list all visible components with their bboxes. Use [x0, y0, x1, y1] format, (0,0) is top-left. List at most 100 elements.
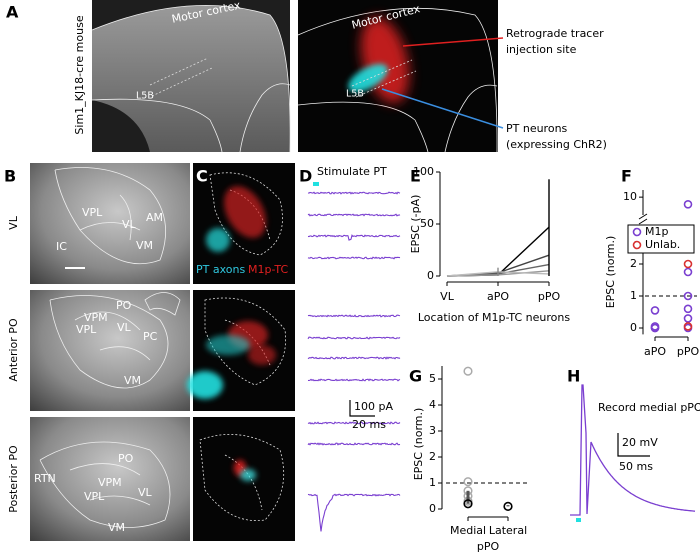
- y-axis-label: EPSC (-pA): [409, 195, 422, 254]
- data-point: [683, 267, 693, 277]
- y-tick-label: 0: [429, 502, 436, 515]
- region-label: AM: [146, 211, 163, 224]
- panel-label: C: [196, 167, 208, 186]
- region-label: PC: [143, 330, 158, 343]
- annotation-arrow: [402, 37, 504, 47]
- panel-label: H: [567, 367, 580, 386]
- panel-label: G: [409, 367, 422, 386]
- scale-bar: [617, 433, 650, 457]
- data-point: [683, 199, 693, 209]
- y-tick-label: 2: [630, 257, 637, 270]
- legend-marker: [632, 227, 642, 237]
- data-point: [463, 477, 473, 487]
- legend-label: M1p: [645, 225, 668, 238]
- mouse-line: Sim1_KJ18-cre mouse: [73, 15, 86, 134]
- region-label: VM: [124, 374, 141, 387]
- data-point: [683, 259, 693, 269]
- stimulus-marker: [313, 182, 319, 186]
- y-tick-label: 0: [630, 321, 637, 334]
- x-tick-label: pPO: [538, 290, 561, 303]
- trace: [307, 356, 401, 360]
- y-tick-label: 5: [429, 372, 436, 385]
- data-point: [650, 322, 660, 331]
- y-axis-label: EPSC (norm.): [604, 236, 617, 309]
- y-tick-label: 2: [429, 450, 436, 463]
- region-label: VPM: [84, 311, 108, 324]
- thalamus-images-fluorescence: [187, 163, 295, 541]
- legend-marker: [632, 240, 642, 250]
- data-point: [463, 366, 473, 376]
- trace: [570, 384, 696, 516]
- panel-label: D: [299, 167, 312, 186]
- brain-image-fluorescence: [297, 0, 498, 153]
- trace: [307, 421, 401, 425]
- x-tick-label: aPO: [487, 290, 509, 303]
- x-tick-label: pPO: [677, 345, 700, 358]
- panel-label: A: [6, 3, 19, 22]
- stimulus-marker: [576, 518, 581, 522]
- scale-label: 50 ms: [619, 460, 653, 473]
- brain-image-gray: [91, 0, 291, 153]
- mean-point: [463, 499, 473, 509]
- data-point: [650, 306, 660, 315]
- region-label: VPL: [76, 323, 97, 336]
- region-label: VM: [136, 239, 153, 252]
- region-label: VPL: [84, 490, 105, 503]
- panel-label: E: [410, 167, 421, 186]
- x-axis-label: pPO: [477, 540, 500, 553]
- row-label: VL: [7, 215, 20, 230]
- data-point: [683, 291, 693, 301]
- x-tick-label: Lateral: [489, 524, 527, 537]
- trace: [307, 442, 401, 446]
- row-label: Posterior PO: [7, 445, 20, 513]
- annotation-arrow: [381, 88, 504, 129]
- row-label: Anterior PO: [7, 318, 20, 382]
- trace: [307, 191, 401, 195]
- channel-label: M1p-TC: [248, 263, 289, 276]
- scale-label: 100 pA: [354, 400, 393, 413]
- y-axis-label: EPSC (norm.): [412, 408, 425, 481]
- region-label: RTN: [34, 472, 56, 485]
- mean-point: [503, 501, 513, 512]
- layer-label: L5B: [346, 89, 364, 100]
- y-tick-label: 1: [429, 476, 436, 489]
- stimulus-label: Stimulate PT: [317, 165, 387, 178]
- y-tick-label: 1: [630, 289, 637, 302]
- region-label: VPL: [82, 206, 103, 219]
- legend-label: Unlab.: [645, 238, 680, 251]
- trace: [307, 256, 401, 260]
- y-tick-label: 100: [413, 165, 434, 178]
- trace: [307, 213, 401, 217]
- panel-label: B: [4, 167, 16, 186]
- region-label: IC: [56, 240, 67, 253]
- trace: [307, 493, 401, 532]
- region-label: VPM: [98, 476, 122, 489]
- scale-bar: [349, 400, 375, 417]
- trace: [307, 378, 401, 382]
- annotation: PT neurons: [506, 122, 568, 135]
- region-label: VM: [108, 521, 125, 534]
- panel-label: F: [621, 167, 632, 186]
- y-tick-label: 50: [420, 217, 434, 230]
- region-label: PO: [116, 299, 132, 312]
- y-tick-label: 3: [429, 424, 436, 437]
- scale-label: 20 ms: [352, 418, 386, 431]
- x-tick-label: Medial: [450, 524, 486, 537]
- y-tick-label: 10: [623, 190, 637, 203]
- y-tick-label: 4: [429, 398, 436, 411]
- x-axis-label: Location of M1p-TC neurons: [418, 311, 570, 324]
- recording-label: Record medial pPO: [598, 401, 700, 414]
- annotation: (expressing ChR2): [506, 138, 607, 151]
- axis-break: [638, 213, 648, 225]
- trace: [307, 234, 401, 241]
- data-point: [683, 304, 693, 314]
- region-label: VL: [117, 321, 132, 334]
- scale-label: 20 mV: [622, 436, 658, 449]
- thalamus-images-gray: [30, 163, 190, 541]
- region-label: VL: [138, 486, 153, 499]
- x-tick-label: VL: [440, 290, 455, 303]
- data-point: [683, 314, 693, 323]
- trace: [307, 314, 401, 318]
- region-label: PO: [118, 452, 134, 465]
